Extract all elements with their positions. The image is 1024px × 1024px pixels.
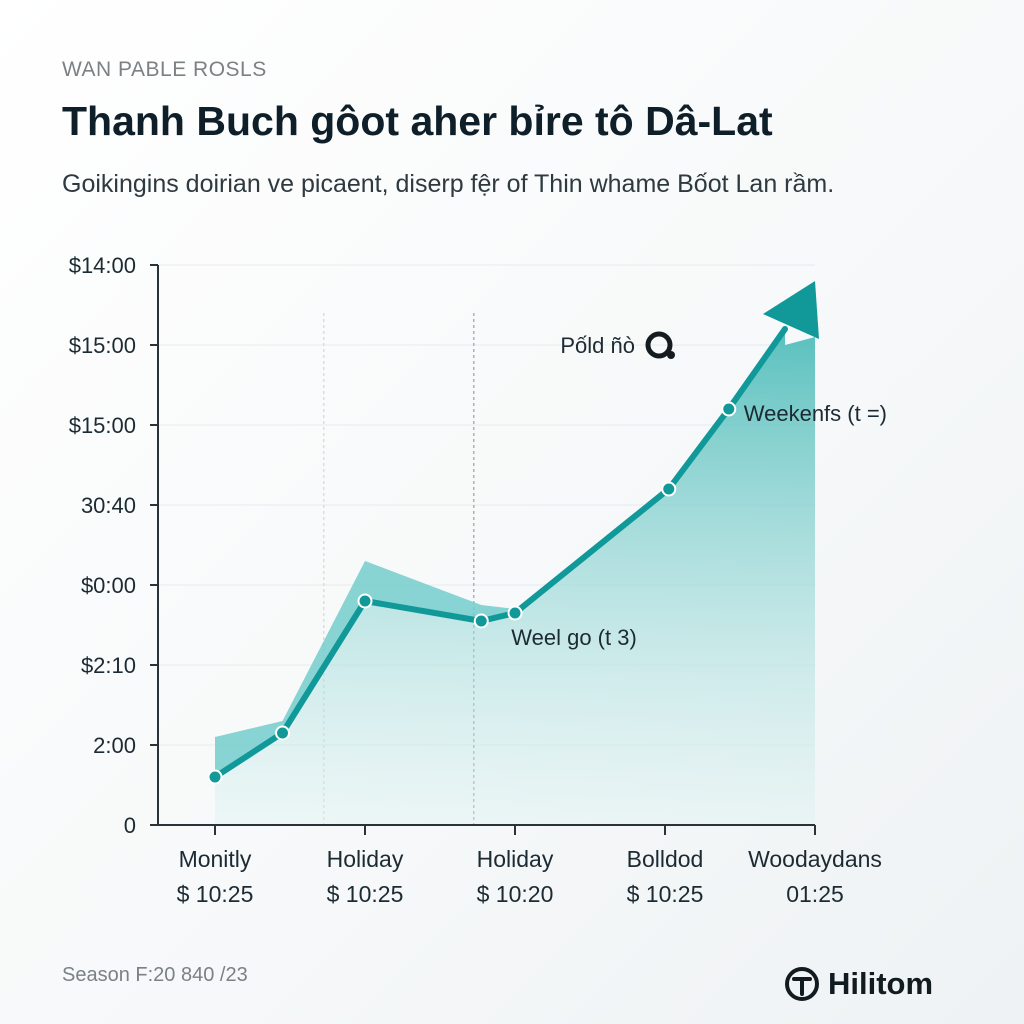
pin-icon-dot: [667, 351, 675, 359]
y-tick-label: $14:00: [69, 253, 136, 278]
annotation-label: Weekenfs (t =): [744, 401, 887, 426]
x-category-label: Holiday: [327, 846, 404, 872]
y-tick-label: $15:00: [69, 333, 136, 358]
brand-logo: Hilitom: [784, 966, 933, 1002]
series-area: [215, 329, 815, 825]
x-category-sublabel: $ 10:20: [477, 881, 554, 907]
x-category-label: Woodaydans: [748, 846, 882, 872]
x-category-sublabel: $ 10:25: [177, 881, 254, 907]
y-tick-label: 30:40: [81, 493, 136, 518]
chart-title: Thanh Buch gôot aher bỉre tô Dâ-Lat: [62, 98, 773, 144]
x-category-sublabel: 01:25: [786, 881, 844, 907]
grid-layer: [158, 264, 815, 825]
line-layer: [207, 281, 819, 785]
y-tick-label: $2:10: [81, 653, 136, 678]
data-point: [507, 605, 523, 621]
x-category-label: Holiday: [477, 846, 554, 872]
brand-name: Hilitom: [828, 966, 934, 1001]
season-footnote: Season F:20 840 /23: [62, 964, 248, 986]
x-category-label: Bolldod: [627, 846, 704, 872]
y-tick-label: $15:00: [69, 413, 136, 438]
annotation-label: Weel go (t 3): [511, 625, 637, 650]
series-line: [212, 326, 788, 780]
data-point: [275, 725, 290, 741]
y-tick-label: $0:00: [81, 573, 136, 598]
area-layer: [215, 329, 815, 825]
series-arrowhead: [763, 281, 819, 339]
pin-icon: [645, 331, 673, 359]
chart-kicker: WAN PABLE ROSLS: [62, 58, 267, 81]
data-point: [473, 613, 489, 629]
data-point: [357, 593, 373, 609]
annotation-label: Pốld ñò: [560, 333, 635, 358]
data-point: [207, 769, 223, 785]
y-tick-label: 0: [124, 813, 136, 838]
data-point: [721, 401, 737, 417]
axis-layer: [150, 264, 816, 835]
x-category-sublabel: $ 10:25: [627, 881, 704, 907]
brand-icon: [785, 967, 819, 1001]
x-category-sublabel: $ 10:25: [327, 881, 404, 907]
y-tick-label: 2:00: [93, 733, 136, 758]
chart-subtitle: Goikingins doirian ve picaent, diserp fệ…: [62, 170, 835, 198]
data-point: [661, 481, 677, 497]
x-category-label: Monitly: [179, 846, 252, 872]
label-layer: 0 2:00 $2:10 $0:00 30:40 $15:00 $15:00 $14:00 Mo…: [69, 253, 887, 907]
